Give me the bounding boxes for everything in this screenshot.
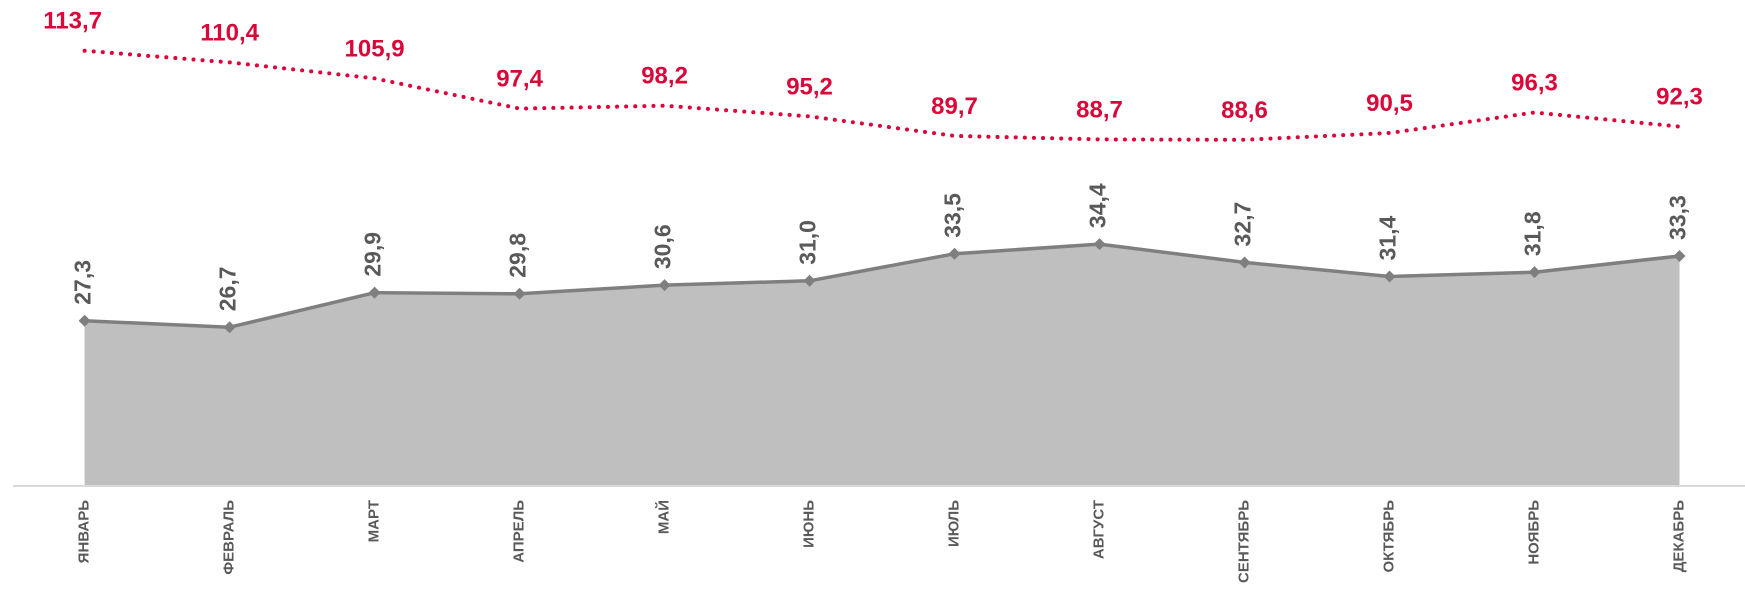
value-label: 97,4 <box>496 66 543 93</box>
line <box>82 242 1682 329</box>
value-label: 113,7 <box>43 8 102 35</box>
marker <box>78 314 91 327</box>
x-tick-label: ИЮНЬ <box>801 500 818 548</box>
value-label: 32,7 <box>1230 202 1256 247</box>
marker <box>803 274 816 287</box>
x-tick-label: ДЕКАБРЬ <box>1670 500 1687 572</box>
x-tick-label: ФЕВРАЛЬ <box>221 500 238 575</box>
value-label: 34,4 <box>1085 183 1111 228</box>
x-tick-label: МАРТ <box>366 500 383 542</box>
value-label: 105,9 <box>345 35 405 62</box>
value-label: 31,8 <box>1520 211 1546 256</box>
x-tick-label: НОЯБРЬ <box>1525 500 1542 565</box>
marker <box>223 321 236 334</box>
line <box>82 48 1682 142</box>
value-label: 31,0 <box>795 220 821 265</box>
x-tick-label: ИЮЛЬ <box>946 500 963 547</box>
x-tick-label: ЯНВАРЬ <box>76 500 93 564</box>
value-label: 33,5 <box>940 193 966 238</box>
value-label: 110,4 <box>200 19 259 46</box>
x-tick-label: АПРЕЛЬ <box>511 500 528 563</box>
value-label: 89,7 <box>931 93 978 120</box>
value-label: 96,3 <box>1511 69 1558 96</box>
x-tick-label: СЕНТЯБРЬ <box>1235 500 1252 583</box>
value-label: 31,4 <box>1375 216 1401 261</box>
value-label: 30,6 <box>650 224 676 269</box>
value-label: 92,3 <box>1656 84 1703 111</box>
value-label: 88,7 <box>1076 96 1123 123</box>
marker <box>1383 270 1396 283</box>
value-label: 95,2 <box>786 73 833 100</box>
marker <box>1673 249 1686 262</box>
value-label: 33,3 <box>1665 195 1691 240</box>
value-label: 29,8 <box>505 233 531 278</box>
value-label: 88,6 <box>1221 97 1268 124</box>
marker <box>1093 238 1106 251</box>
value-label: 98,2 <box>641 63 688 90</box>
value-label: 26,7 <box>215 266 241 311</box>
x-tick-label: АВГУСТ <box>1091 500 1108 559</box>
value-label: 29,9 <box>360 232 386 277</box>
marker <box>1528 266 1541 279</box>
value-label: 27,3 <box>70 260 96 305</box>
marker <box>658 279 671 292</box>
marker <box>513 287 526 300</box>
marker <box>948 247 961 260</box>
x-tick-label: МАЙ <box>655 500 673 534</box>
marker <box>368 286 381 299</box>
value-label: 90,5 <box>1366 90 1413 117</box>
marker <box>1238 256 1251 269</box>
area-fill <box>84 244 1680 486</box>
x-tick-label: ОКТЯБРЬ <box>1380 500 1397 573</box>
